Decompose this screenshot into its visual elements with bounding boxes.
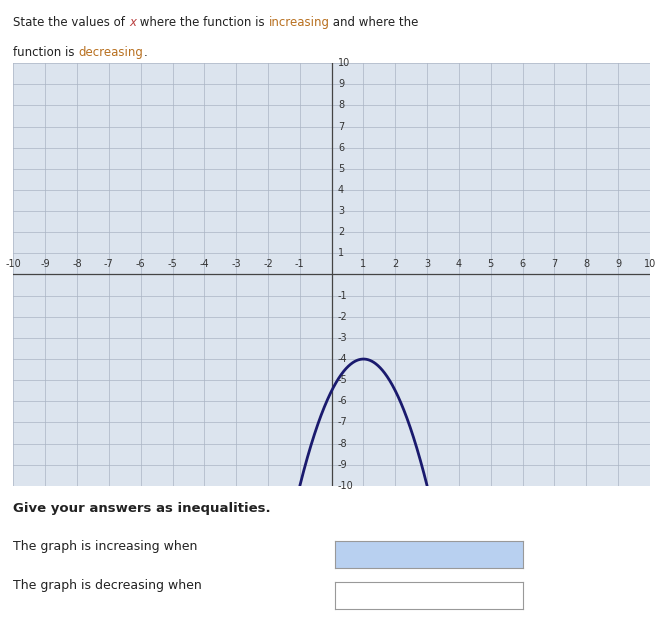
Text: 5: 5	[488, 259, 494, 269]
Text: .: .	[143, 46, 147, 59]
Text: -9: -9	[40, 259, 50, 269]
Text: 9: 9	[615, 259, 621, 269]
Text: 3: 3	[424, 259, 430, 269]
Text: 9: 9	[338, 80, 344, 89]
Text: -2: -2	[263, 259, 273, 269]
Text: -6: -6	[136, 259, 145, 269]
Text: -8: -8	[72, 259, 82, 269]
Text: 2: 2	[338, 227, 344, 237]
Text: 10: 10	[338, 58, 350, 68]
Text: 6: 6	[519, 259, 526, 269]
Text: -6: -6	[338, 396, 348, 406]
Text: -3: -3	[231, 259, 241, 269]
Text: -8: -8	[338, 439, 348, 449]
Text: -1: -1	[295, 259, 305, 269]
Text: decreasing: decreasing	[78, 46, 143, 59]
Text: -4: -4	[338, 354, 348, 364]
Text: 4: 4	[338, 185, 344, 195]
Text: The graph is decreasing when: The graph is decreasing when	[13, 579, 202, 593]
Text: 4: 4	[456, 259, 462, 269]
Text: -10: -10	[338, 481, 354, 491]
Text: -3: -3	[338, 333, 348, 343]
Text: 10: 10	[644, 259, 656, 269]
Text: 8: 8	[338, 100, 344, 110]
Text: 1: 1	[360, 259, 366, 269]
Text: 6: 6	[338, 143, 344, 153]
Text: -4: -4	[200, 259, 209, 269]
Text: Give your answers as inequalities.: Give your answers as inequalities.	[13, 502, 271, 515]
Text: -9: -9	[338, 460, 348, 469]
Text: 7: 7	[338, 122, 344, 131]
Text: where the function is: where the function is	[136, 16, 269, 29]
Text: increasing: increasing	[269, 16, 330, 29]
Text: 1: 1	[338, 249, 344, 258]
Text: and where the: and where the	[330, 16, 419, 29]
Text: -7: -7	[338, 418, 348, 427]
Text: -7: -7	[104, 259, 114, 269]
Text: 2: 2	[392, 259, 399, 269]
Text: State the values of: State the values of	[13, 16, 129, 29]
Text: -10: -10	[5, 259, 21, 269]
Text: 7: 7	[551, 259, 557, 269]
Text: -1: -1	[338, 291, 348, 300]
Text: The graph is increasing when: The graph is increasing when	[13, 540, 198, 553]
Text: -5: -5	[168, 259, 178, 269]
Text: function is: function is	[13, 46, 78, 59]
Text: 8: 8	[583, 259, 590, 269]
Text: 3: 3	[338, 206, 344, 216]
Text: -5: -5	[338, 375, 348, 385]
Text: -2: -2	[338, 312, 348, 322]
Text: x: x	[129, 16, 136, 29]
Text: 5: 5	[338, 164, 344, 174]
